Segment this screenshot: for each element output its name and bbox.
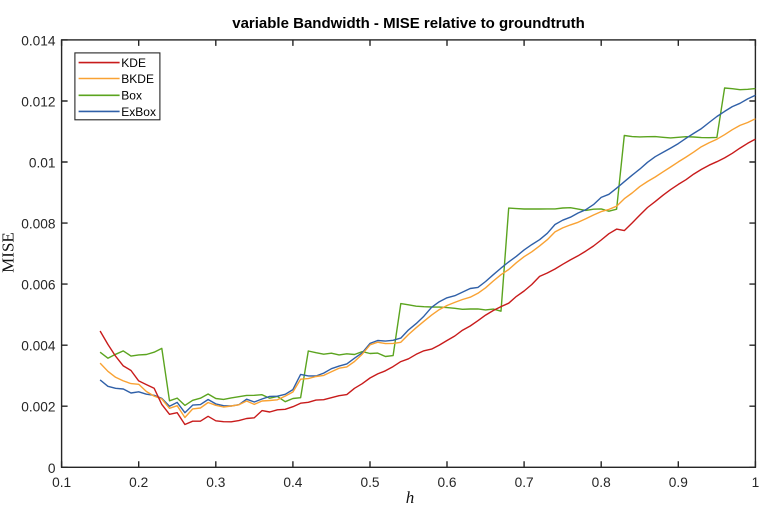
- svg-text:0.5: 0.5: [360, 475, 379, 490]
- svg-text:variable Bandwidth - MISE rela: variable Bandwidth - MISE relative to gr…: [232, 15, 585, 32]
- svg-text:0.012: 0.012: [21, 95, 55, 110]
- svg-text:0.9: 0.9: [669, 475, 688, 490]
- svg-text:0.002: 0.002: [21, 400, 55, 415]
- svg-text:0.8: 0.8: [592, 475, 611, 490]
- svg-text:1: 1: [752, 475, 760, 490]
- svg-text:0.008: 0.008: [21, 217, 56, 232]
- svg-text:0.004: 0.004: [21, 339, 56, 354]
- svg-text:0.4: 0.4: [283, 475, 302, 490]
- svg-text:0.7: 0.7: [515, 475, 534, 490]
- svg-text:0.014: 0.014: [21, 33, 56, 48]
- svg-text:0.6: 0.6: [437, 475, 456, 490]
- svg-text:0.01: 0.01: [29, 156, 56, 171]
- svg-text:BKDE: BKDE: [121, 72, 154, 86]
- svg-text:0.006: 0.006: [21, 278, 56, 293]
- svg-text:0.2: 0.2: [129, 475, 148, 490]
- svg-text:Box: Box: [121, 89, 142, 103]
- svg-text:ExBox: ExBox: [121, 105, 156, 119]
- svg-text:KDE: KDE: [121, 56, 146, 70]
- svg-text:0: 0: [48, 461, 56, 476]
- svg-text:0.3: 0.3: [206, 475, 225, 490]
- svg-text:h: h: [406, 488, 415, 507]
- svg-text:MISE: MISE: [0, 232, 18, 273]
- svg-text:0.1: 0.1: [52, 475, 71, 490]
